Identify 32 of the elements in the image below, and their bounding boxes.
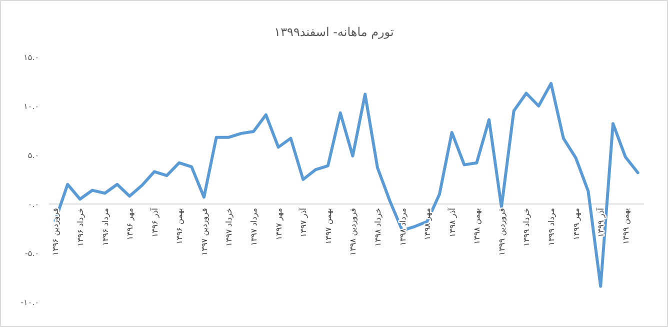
x-tick-label: آذر ۱۳۹۸ <box>446 207 457 238</box>
x-tick-label: فروردین ۱۳۹۸ <box>348 208 358 256</box>
x-tick-label: خرداد ۱۳۹۸ <box>373 208 382 246</box>
x-tick-label: مهر ۱۳۹۸ <box>423 208 432 240</box>
y-tick-label: ۱۰.۰ <box>24 102 39 111</box>
y-tick-label: -۵.۰ <box>24 249 39 258</box>
x-tick-label: آذر ۱۳۹۹ <box>596 207 606 238</box>
x-tick-label: خرداد ۱۳۹۷ <box>224 208 234 246</box>
y-tick-label: -۱۰.۰ <box>20 298 39 307</box>
x-tick-label: بهمن ۱۳۹۸ <box>472 208 482 244</box>
x-tick-label: بهمن ۱۳۹۹ <box>621 208 630 244</box>
title: تورم ماهانه- اسفند۱۳۹۹ <box>274 25 394 39</box>
x-tick-label: خرداد ۱۳۹۹ <box>522 208 532 246</box>
y-tick-label: ۰.۰ <box>28 200 39 209</box>
x-tick-label: مرداد ۱۳۹۶ <box>100 208 110 246</box>
x-tick-label: مرداد ۱۳۹۸ <box>398 208 408 246</box>
x-tick-label: مرداد ۱۳۹۹ <box>547 208 556 246</box>
x-tick-label: بهمن ۱۳۹۶ <box>175 208 184 244</box>
x-tick-label: مرداد ۱۳۹۷ <box>250 208 259 246</box>
x-tick-label: آذر ۱۳۹۶ <box>149 207 160 238</box>
x-tick-label: مهر ۱۳۹۹ <box>572 208 581 240</box>
y-tick-label: ۱۵.۰ <box>24 53 39 62</box>
x-tick-label: بهمن ۱۳۹۷ <box>324 208 333 244</box>
x-tick-label: مهر ۱۳۹۶ <box>126 208 135 240</box>
line-series <box>54 82 640 288</box>
x-tick-label: فروردین ۱۳۹۶ <box>51 208 60 256</box>
x-tick-label: مهر ۱۳۹۷ <box>274 208 284 240</box>
x-tick-label: آذر ۱۳۹۷ <box>298 207 308 238</box>
x-tick-label: خرداد ۱۳۹۶ <box>76 208 85 246</box>
y-tick-label: ۵.۰ <box>28 151 39 160</box>
x-tick-label: فروردین ۱۳۹۷ <box>200 208 209 256</box>
x-tick-label: فروردین ۱۳۹۹ <box>497 208 506 256</box>
